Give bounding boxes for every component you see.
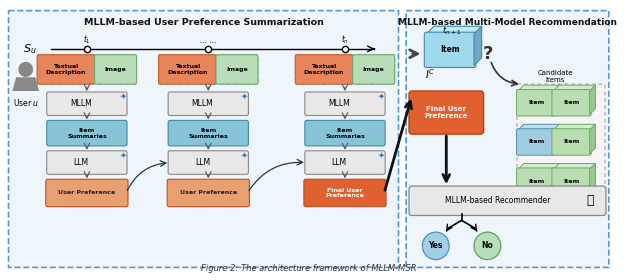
- Polygon shape: [589, 85, 595, 115]
- FancyBboxPatch shape: [8, 11, 399, 267]
- Text: ✦: ✦: [241, 151, 248, 160]
- Text: User Preference: User Preference: [58, 190, 115, 195]
- Text: Figure 2: The architecture framework of MLLM-MSR: Figure 2: The architecture framework of …: [201, 264, 417, 273]
- Text: MLLM: MLLM: [191, 99, 213, 108]
- Text: Yes: Yes: [429, 241, 443, 250]
- Polygon shape: [554, 85, 595, 91]
- FancyBboxPatch shape: [516, 168, 556, 194]
- Text: Item: Item: [528, 179, 544, 184]
- Circle shape: [474, 232, 500, 260]
- Text: ?: ?: [483, 45, 493, 63]
- Text: Item: Item: [563, 100, 580, 105]
- Text: ✦: ✦: [378, 92, 385, 101]
- Text: ✦: ✦: [241, 92, 248, 101]
- Text: $t_{n+1}$: $t_{n+1}$: [442, 24, 461, 37]
- Text: MLLM-based Recommender: MLLM-based Recommender: [445, 196, 550, 205]
- FancyBboxPatch shape: [517, 84, 605, 212]
- Polygon shape: [518, 124, 560, 130]
- Text: LLM: LLM: [195, 158, 210, 167]
- Text: Final User
Preference: Final User Preference: [424, 106, 468, 119]
- Polygon shape: [518, 85, 560, 91]
- Polygon shape: [12, 77, 39, 91]
- FancyBboxPatch shape: [424, 32, 476, 67]
- Text: Item
Summaries: Item Summaries: [67, 128, 107, 139]
- FancyBboxPatch shape: [406, 11, 609, 267]
- FancyBboxPatch shape: [47, 92, 127, 115]
- Text: MLLM-based Multi-Model Recommendation: MLLM-based Multi-Model Recommendation: [398, 18, 617, 27]
- FancyBboxPatch shape: [305, 151, 385, 174]
- Text: Item: Item: [528, 139, 544, 144]
- Text: Item: Item: [528, 100, 544, 105]
- FancyBboxPatch shape: [216, 55, 258, 84]
- Text: ✦: ✦: [378, 151, 385, 160]
- Polygon shape: [426, 26, 482, 34]
- Polygon shape: [474, 26, 482, 66]
- Text: User $u$: User $u$: [13, 97, 39, 108]
- Polygon shape: [518, 164, 560, 169]
- Polygon shape: [589, 124, 595, 154]
- Text: User Preference: User Preference: [180, 190, 237, 195]
- Text: LLM: LLM: [332, 158, 347, 167]
- FancyBboxPatch shape: [305, 92, 385, 115]
- Text: Item
Summaries: Item Summaries: [325, 128, 365, 139]
- FancyBboxPatch shape: [409, 186, 606, 216]
- FancyBboxPatch shape: [47, 120, 127, 146]
- Text: Image: Image: [105, 67, 127, 72]
- Polygon shape: [554, 164, 560, 193]
- FancyBboxPatch shape: [552, 90, 591, 116]
- Text: MLLM: MLLM: [70, 99, 92, 108]
- Text: Item: Item: [440, 45, 460, 54]
- FancyBboxPatch shape: [168, 120, 248, 146]
- Text: 🔥: 🔥: [586, 194, 593, 207]
- FancyBboxPatch shape: [304, 179, 386, 207]
- Circle shape: [19, 62, 33, 76]
- FancyBboxPatch shape: [168, 92, 248, 115]
- FancyBboxPatch shape: [516, 129, 556, 155]
- Text: No: No: [481, 241, 493, 250]
- FancyBboxPatch shape: [167, 179, 250, 207]
- Text: ✦: ✦: [120, 151, 126, 160]
- Text: Textual
Description: Textual Description: [167, 64, 207, 75]
- FancyBboxPatch shape: [37, 55, 95, 84]
- FancyBboxPatch shape: [409, 91, 484, 134]
- FancyBboxPatch shape: [168, 151, 248, 174]
- Polygon shape: [554, 164, 595, 169]
- FancyBboxPatch shape: [46, 179, 128, 207]
- Polygon shape: [589, 164, 595, 193]
- Text: $t_1$: $t_1$: [83, 34, 91, 46]
- Text: LLM: LLM: [74, 158, 89, 167]
- Text: Item: Item: [563, 179, 580, 184]
- Text: Textual
Description: Textual Description: [45, 64, 86, 75]
- FancyBboxPatch shape: [552, 129, 591, 155]
- FancyBboxPatch shape: [47, 151, 127, 174]
- Text: Candidate
Items: Candidate Items: [538, 70, 573, 83]
- Text: $t_n$: $t_n$: [341, 34, 349, 46]
- FancyBboxPatch shape: [159, 55, 216, 84]
- Polygon shape: [554, 124, 595, 130]
- FancyBboxPatch shape: [95, 55, 136, 84]
- Polygon shape: [554, 124, 560, 154]
- Polygon shape: [554, 85, 560, 115]
- Text: Item
Summaries: Item Summaries: [188, 128, 228, 139]
- Text: Final User
Preference: Final User Preference: [326, 188, 364, 198]
- FancyBboxPatch shape: [295, 55, 353, 84]
- FancyBboxPatch shape: [552, 168, 591, 194]
- Text: $I^C$: $I^C$: [425, 67, 435, 81]
- Text: ... ...: ... ...: [200, 36, 216, 45]
- Text: Image: Image: [226, 67, 248, 72]
- Circle shape: [422, 232, 449, 260]
- Text: Textual
Description: Textual Description: [304, 64, 344, 75]
- Text: $S_u$: $S_u$: [23, 42, 36, 56]
- Text: Item: Item: [563, 139, 580, 144]
- FancyBboxPatch shape: [305, 120, 385, 146]
- Text: MLLM: MLLM: [328, 99, 350, 108]
- Text: ✦: ✦: [120, 92, 126, 101]
- FancyBboxPatch shape: [516, 90, 556, 116]
- Text: Image: Image: [363, 67, 385, 72]
- FancyBboxPatch shape: [353, 55, 395, 84]
- Text: MLLM-based User Preference Summarization: MLLM-based User Preference Summarization: [84, 18, 323, 27]
